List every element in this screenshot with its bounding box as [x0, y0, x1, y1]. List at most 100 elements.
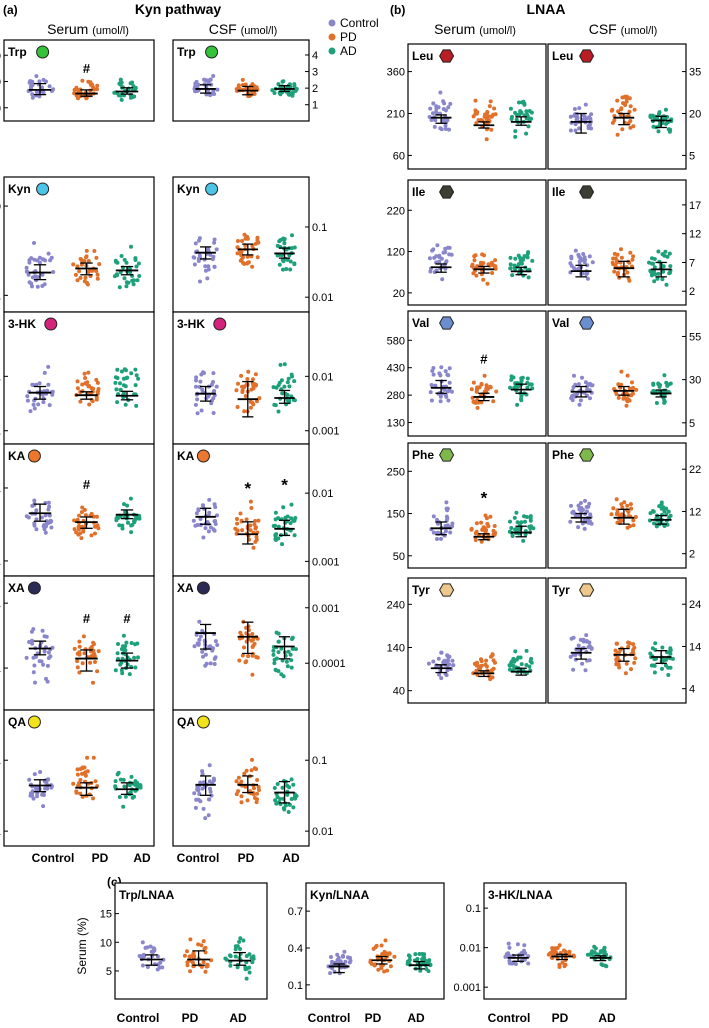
data-point: [123, 402, 128, 407]
data-point: [244, 976, 249, 981]
data-point: [188, 969, 193, 974]
data-point: [660, 645, 665, 650]
data-point: [446, 105, 451, 110]
section-a-csf-header: CSF (umol/l): [209, 21, 278, 37]
data-point: [88, 80, 93, 85]
data-point: [585, 263, 590, 268]
data-point: [195, 411, 200, 416]
y-tick-label: 140: [387, 643, 405, 655]
data-point: [81, 771, 86, 776]
data-point: [286, 810, 291, 814]
data-point: [129, 523, 134, 528]
panel-3hk-csf: 0.001 0.01 3-HK: [172, 311, 340, 445]
data-point: [151, 946, 156, 951]
data-point: [531, 526, 536, 531]
data-point: [202, 946, 207, 951]
data-point: [93, 531, 97, 536]
data-point: [75, 264, 80, 269]
data-point: [140, 963, 145, 968]
data-point: [588, 396, 592, 401]
data-point: [285, 792, 290, 797]
metabolite-marker-icon: [579, 49, 595, 63]
data-point: [447, 662, 452, 667]
data-point: [372, 963, 377, 968]
data-point: [615, 641, 619, 646]
data-point: [651, 124, 656, 129]
data-point: [94, 255, 99, 260]
data-point: [271, 648, 276, 653]
data-point: [587, 254, 592, 259]
data-point: [518, 655, 523, 660]
data-point: [84, 381, 89, 386]
legend-pd-label: PD: [340, 30, 357, 44]
data-point: [250, 244, 255, 248]
data-point: [89, 533, 94, 538]
data-point: [93, 779, 98, 784]
x-labels-c-2: Control PD AD: [308, 1011, 425, 1025]
data-point: [250, 264, 255, 269]
x-label-ad: AD: [133, 851, 151, 865]
data-point: [251, 637, 256, 642]
data-point: [431, 372, 436, 377]
data-point: [488, 384, 493, 389]
data-point: [37, 79, 42, 84]
data-point: [652, 670, 657, 675]
data-point: [212, 502, 217, 507]
data-point: [526, 275, 531, 280]
data-point: [77, 639, 82, 644]
data-point: [211, 74, 216, 78]
data-point: [115, 367, 120, 372]
data-point: [122, 276, 127, 281]
data-point: [622, 94, 627, 99]
data-point: [572, 954, 576, 959]
data-point: [240, 239, 244, 243]
data-point: [662, 253, 667, 258]
data-point: [47, 504, 52, 509]
y-tick-label: 0.01: [0, 556, 1, 568]
data-point: [413, 952, 418, 957]
data-point: [521, 538, 526, 543]
data-point: [87, 402, 92, 407]
data-point: [575, 391, 579, 396]
data-point: [212, 240, 217, 245]
data-point: [627, 641, 632, 646]
x-label-ad: AD: [229, 1011, 247, 1025]
data-point: [235, 405, 240, 409]
y-tick-label: 220: [387, 205, 405, 217]
data-point: [445, 508, 450, 513]
data-point: [280, 785, 285, 790]
data-point: [289, 516, 294, 521]
data-point: [368, 960, 373, 965]
data-point: [253, 372, 258, 377]
data-point: [133, 383, 138, 388]
data-point: [572, 107, 577, 111]
data-point: [239, 794, 244, 799]
data-point: [573, 128, 578, 133]
metabolite-marker-icon: [27, 581, 41, 595]
data-point: [427, 115, 432, 119]
data-point: [290, 233, 294, 238]
data-point: [472, 400, 477, 405]
data-point: [431, 659, 436, 664]
data-point: [479, 382, 484, 387]
data-point: [429, 398, 434, 403]
data-point: [379, 943, 384, 948]
y-tick-label: 360: [387, 67, 405, 79]
y-tick-label: 2: [689, 549, 695, 561]
data-point: [431, 111, 435, 116]
data-point: [208, 789, 213, 794]
metabolite-marker-icon: [36, 182, 50, 196]
data-point: [519, 398, 524, 403]
data-point: [654, 401, 659, 405]
data-point: [610, 260, 615, 265]
data-point: [663, 107, 668, 112]
panel-title: Trp: [177, 45, 196, 59]
data-point: [474, 121, 479, 126]
data-point: [255, 235, 260, 240]
data-point: [257, 396, 262, 401]
data-point: [86, 370, 91, 375]
data-point: [450, 658, 455, 663]
data-point: [656, 381, 661, 386]
data-point: [667, 251, 672, 256]
data-point: [30, 95, 35, 100]
